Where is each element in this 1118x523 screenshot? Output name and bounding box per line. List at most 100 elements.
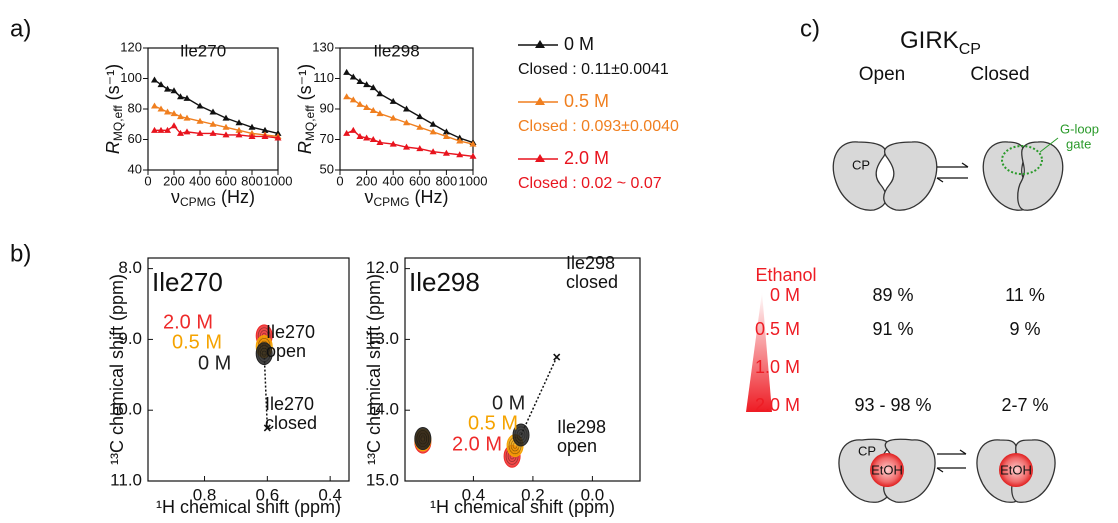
data-point	[235, 119, 243, 126]
data-point	[235, 131, 243, 138]
y-axis-label: RMQ,eff (s⁻¹)	[103, 64, 125, 154]
data-point	[376, 110, 384, 117]
gate-label: G-loop	[1060, 121, 1099, 136]
data-point	[183, 128, 191, 135]
data-point	[469, 140, 477, 147]
chart-title: Ile298	[373, 41, 419, 60]
data-point	[389, 140, 397, 147]
title-main: GIRK	[900, 27, 959, 54]
x-tick-label: 200	[356, 173, 378, 188]
y-tick-label: 60	[128, 131, 142, 146]
data-point	[349, 73, 357, 80]
data-point	[248, 132, 256, 139]
data-point	[196, 129, 204, 136]
percentage: 2-7 %	[1001, 395, 1048, 415]
open-label: open	[266, 341, 306, 361]
ethanol-label: Ethanol	[755, 265, 816, 285]
gate-circle	[1001, 145, 1043, 175]
x-tick-label: 0.6	[256, 485, 280, 504]
arrow	[937, 162, 969, 168]
data-point	[157, 126, 165, 133]
data-point	[261, 132, 269, 139]
chart-title: Ile298	[409, 267, 480, 297]
arrow	[936, 177, 968, 183]
x-tick-label: 0.4	[462, 485, 486, 504]
contour-ring	[420, 435, 426, 442]
data-point	[363, 81, 371, 88]
x-tick-label: 800	[436, 173, 458, 188]
series-line	[154, 105, 279, 138]
contour-ring	[516, 429, 526, 441]
y-label-sub: MQ,eff	[303, 105, 317, 141]
x-label-main: ν	[171, 187, 180, 207]
data-point	[248, 123, 256, 130]
data-point	[164, 108, 171, 115]
legend-label: 0 M	[564, 34, 594, 54]
chart-title: Ile270	[152, 267, 223, 297]
data-point	[177, 113, 184, 120]
y-tick-label: 80	[128, 100, 142, 115]
open-label: Ile270	[266, 322, 315, 342]
data-point	[363, 103, 371, 110]
x-label-unit: (Hz)	[216, 187, 255, 207]
data-point	[274, 134, 282, 141]
data-point	[183, 114, 191, 121]
transition-line	[520, 356, 558, 436]
x-axis-label: νCPMG (Hz)	[365, 187, 449, 209]
data-point	[151, 126, 158, 133]
x-tick-label: 0	[144, 173, 151, 188]
percentage: 91 %	[872, 319, 913, 339]
plot-frame	[404, 257, 641, 482]
contour-ring	[259, 347, 269, 360]
data-point	[177, 129, 184, 136]
data-point	[456, 134, 464, 141]
title-sub: CP	[959, 41, 981, 58]
x-label-main: ν	[365, 187, 374, 207]
data-point	[369, 84, 377, 91]
y-tick-label: 100	[120, 70, 142, 85]
x-label-unit: (Hz)	[410, 187, 449, 207]
x-tick-label: 0.4	[318, 485, 342, 504]
y-tick-label: 12.0	[366, 258, 399, 277]
peak-label: 2.0 M	[163, 311, 213, 333]
panel-label: c)	[800, 15, 820, 42]
data-point	[442, 128, 450, 135]
x-tick-label: 0.8	[193, 485, 217, 504]
data-point	[356, 78, 364, 85]
peak	[255, 342, 273, 366]
closed-point	[263, 424, 271, 432]
ethanol-gradient	[746, 292, 772, 412]
arrow	[936, 467, 966, 473]
data-point	[209, 108, 217, 115]
gate-label: gate	[1066, 136, 1091, 151]
data-point	[261, 126, 269, 133]
data-point	[356, 100, 364, 107]
series-line	[346, 129, 474, 157]
data-point	[349, 126, 357, 133]
panel-label: a)	[10, 15, 31, 42]
data-point	[349, 96, 357, 103]
y-label-sub: MQ,eff	[111, 105, 125, 141]
data-point	[183, 94, 191, 101]
data-point	[403, 143, 410, 150]
data-point	[356, 132, 364, 139]
data-point	[456, 151, 464, 158]
concentration: 1.0 M	[755, 357, 800, 377]
data-point	[157, 81, 165, 88]
x-tick-label: 0	[336, 173, 343, 188]
y-label-main: R	[103, 141, 123, 154]
x-tick-label: 0.0	[581, 485, 605, 504]
data-point	[222, 131, 230, 138]
x-axis-label: ¹H chemical shift (ppm)	[430, 497, 615, 517]
data-point	[389, 97, 397, 104]
data-point	[170, 87, 178, 94]
data-point	[222, 123, 230, 130]
diagram: GIRKCP Open Closed CP G-loop gate Ethano…	[746, 27, 1099, 503]
data-point	[196, 102, 204, 109]
data-point	[369, 107, 377, 114]
x-tick-label: 600	[409, 173, 431, 188]
concentration: 0 M	[770, 285, 800, 305]
legend-note: Closed : 0.093±0.0040	[518, 118, 679, 135]
percentage: 11 %	[1005, 285, 1045, 305]
